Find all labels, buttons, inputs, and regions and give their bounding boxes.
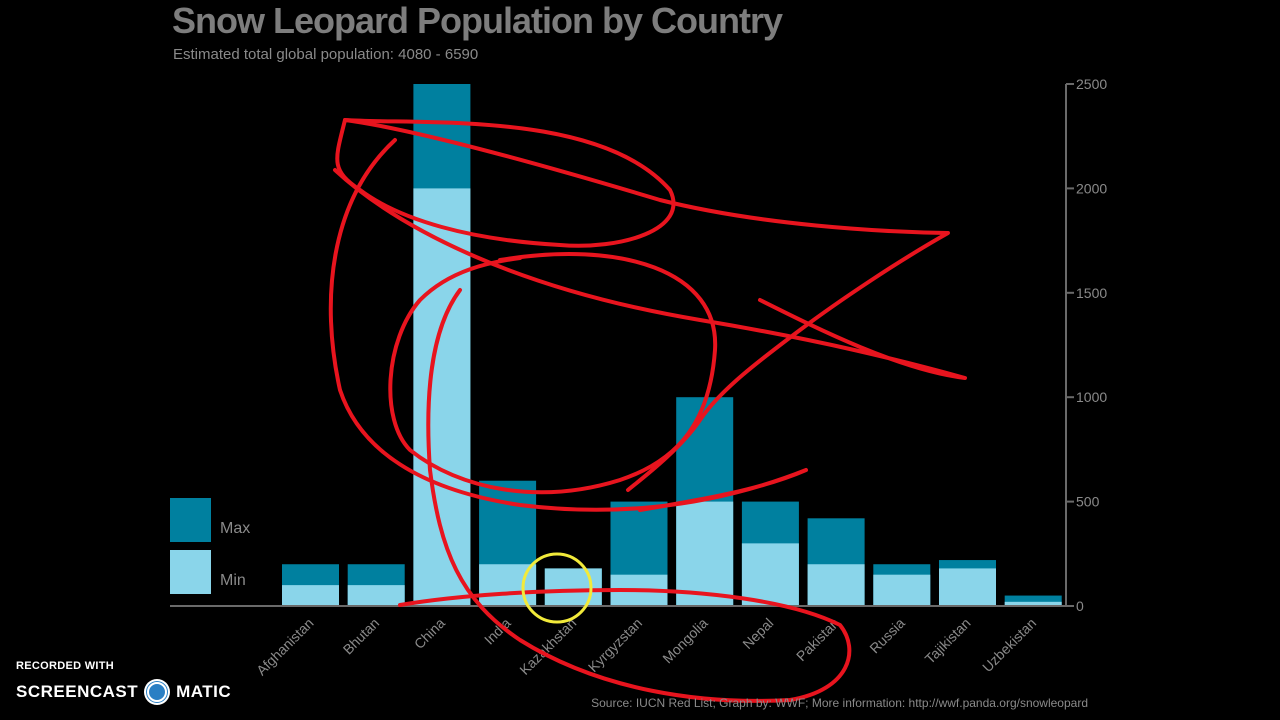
watermark-brand-right: MATIC xyxy=(176,682,232,701)
legend-swatch-min xyxy=(170,550,211,594)
y-tick-label: 2500 xyxy=(1076,76,1107,92)
chart-title: Snow Leopard Population by Country xyxy=(172,0,783,41)
x-tick-label: Kazakhstan xyxy=(516,615,579,678)
chart-subtitle: Estimated total global population: 4080 … xyxy=(173,46,479,63)
bar-max-uzbekistan xyxy=(1004,595,1062,606)
y-tick-label: 0 xyxy=(1076,598,1084,614)
x-tick-label: China xyxy=(411,615,448,652)
bar-min-tajikistan xyxy=(939,568,996,606)
y-tick-label: 1500 xyxy=(1076,285,1107,301)
x-tick-label: Tajikistan xyxy=(922,615,974,667)
y-tick-label: 500 xyxy=(1076,494,1100,510)
watermark-brand-left: SCREENCAST xyxy=(16,682,139,701)
y-tick-label: 2000 xyxy=(1076,180,1107,196)
watermark-line1: RECORDED WITH xyxy=(16,660,115,672)
legend-swatch-max xyxy=(170,498,211,542)
screencast-watermark: RECORDED WITH SCREENCAST MATIC xyxy=(16,660,231,705)
legend-label-max: Max xyxy=(220,520,250,537)
x-tick-label: Russia xyxy=(866,615,908,657)
bar-min-pakistan xyxy=(807,564,865,606)
x-tick-label: Kyrgyzstan xyxy=(585,615,645,675)
legend-label-min: Min xyxy=(220,572,246,589)
chart-source-note: Source: IUCN Red List; Graph by: WWF; Mo… xyxy=(591,696,1088,710)
x-tick-label: Mongolia xyxy=(659,615,711,667)
bar-min-nepal xyxy=(741,543,799,606)
record-icon xyxy=(144,679,171,705)
x-tick-label: Nepal xyxy=(739,615,776,652)
bar-min-afghanistan xyxy=(282,585,339,606)
cursor-highlight xyxy=(521,552,593,624)
y-tick-label: 1000 xyxy=(1076,389,1107,405)
bar-min-mongolia xyxy=(676,501,734,606)
red-pen-annotation xyxy=(328,118,967,703)
bar-min-kazakhstan xyxy=(544,568,602,606)
bar-min-russia xyxy=(873,574,931,606)
x-tick-label: Afghanistan xyxy=(253,615,317,679)
bar-min-bhutan xyxy=(347,585,405,606)
x-tick-label: Uzbekistan xyxy=(979,615,1039,675)
x-tick-label: Bhutan xyxy=(340,615,383,658)
bar-min-uzbekistan xyxy=(1004,601,1062,606)
